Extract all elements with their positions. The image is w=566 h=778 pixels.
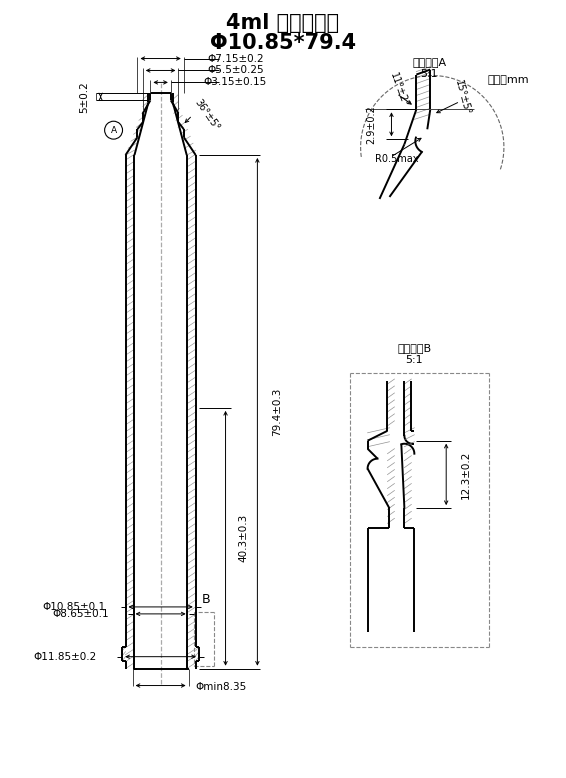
Text: Φ3.15±0.15: Φ3.15±0.15 [204, 78, 267, 87]
Text: 局部放大B: 局部放大B [397, 343, 431, 353]
Text: 40.3±0.3: 40.3±0.3 [238, 514, 248, 562]
Text: 5:1: 5:1 [421, 68, 438, 79]
Text: 36°±5°: 36°±5° [192, 97, 221, 133]
Text: 15°±5°: 15°±5° [453, 79, 471, 116]
Text: Φ11.85±0.2: Φ11.85±0.2 [33, 652, 96, 661]
Text: Φ10.85*79.4: Φ10.85*79.4 [210, 33, 356, 53]
Text: 局部放大A: 局部放大A [412, 57, 447, 67]
Text: 79.4±0.3: 79.4±0.3 [272, 387, 282, 436]
Text: Φ5.5±0.25: Φ5.5±0.25 [207, 65, 264, 75]
Text: 11°±2°: 11°±2° [389, 71, 410, 108]
Text: 4ml 双腔卡式瓶: 4ml 双腔卡式瓶 [226, 12, 340, 33]
Text: 5±0.2: 5±0.2 [79, 81, 89, 113]
Text: Φ10.85±0.1: Φ10.85±0.1 [42, 602, 105, 612]
Text: Φ7.15±0.2: Φ7.15±0.2 [207, 54, 264, 64]
Text: 5:1: 5:1 [406, 355, 423, 365]
Text: 2.9±0.2: 2.9±0.2 [367, 105, 376, 144]
Text: 单位：mm: 单位：mm [487, 75, 529, 85]
Text: 12.3±0.2: 12.3±0.2 [461, 450, 471, 499]
Text: B: B [201, 593, 210, 606]
Text: Φ8.65±0.1: Φ8.65±0.1 [53, 609, 109, 619]
Text: R0.5max: R0.5max [375, 154, 418, 164]
Text: A: A [110, 126, 117, 135]
Text: Φmin8.35: Φmin8.35 [195, 682, 247, 692]
